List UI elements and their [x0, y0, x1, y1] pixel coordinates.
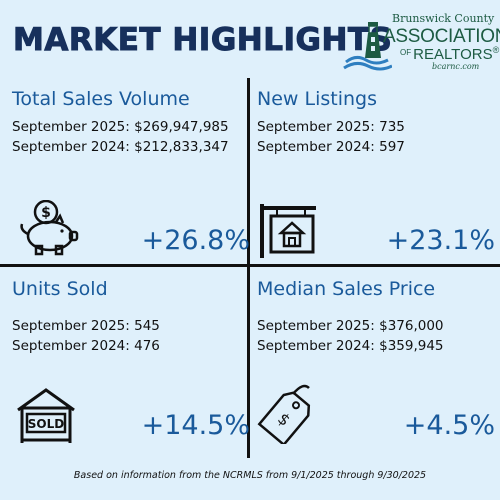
previous-value: September 2024: 597 — [257, 139, 405, 155]
logo-association: ASSOCIATION — [383, 26, 500, 47]
header: MARKET HIGHLIGHTS Brunswick County ASSOC… — [0, 0, 500, 75]
sold-sign-icon: SOLD — [14, 386, 78, 448]
panel-median-sales-price: Median Sales Price September 2025: $376,… — [257, 278, 497, 458]
page-title: MARKET HIGHLIGHTS — [12, 22, 393, 59]
svg-text:SOLD: SOLD — [28, 417, 64, 431]
current-value: September 2025: $376,000 — [257, 318, 444, 334]
current-value: September 2025: 545 — [12, 318, 160, 334]
logo-url: bcarnc.com — [432, 62, 480, 71]
panel-units-sold: Units Sold September 2025: 545 September… — [12, 278, 252, 458]
panel-total-sales-volume: Total Sales Volume September 2025: $269,… — [12, 88, 252, 268]
current-value: September 2025: $269,947,985 — [12, 119, 229, 135]
logo-of: OF — [400, 48, 412, 57]
piggy-bank-icon: $ — [16, 199, 82, 260]
previous-value: September 2024: $212,833,347 — [12, 139, 229, 155]
svg-text:$: $ — [274, 409, 294, 430]
logo-registered: ® — [492, 45, 500, 55]
logo-county: Brunswick County — [392, 12, 495, 25]
logo-realtors: REALTORS — [413, 46, 493, 63]
change-percent: +23.1% — [386, 225, 495, 256]
divider-vertical — [247, 78, 250, 458]
previous-value: September 2024: 476 — [12, 338, 160, 354]
house-sign-icon — [257, 202, 319, 264]
panel-new-listings: New Listings September 2025: 735 Septemb… — [257, 88, 497, 268]
panel-title: Units Sold — [12, 278, 108, 300]
panel-title: Median Sales Price — [257, 278, 436, 300]
footer-note: Based on information from the NCRMLS fro… — [73, 470, 427, 481]
panel-title: Total Sales Volume — [12, 88, 190, 110]
association-logo[interactable]: Brunswick County ASSOCIATION OF REALTORS®… — [342, 10, 500, 72]
change-percent: +26.8% — [141, 225, 250, 256]
price-tag-icon: $ — [257, 380, 315, 448]
svg-text:$: $ — [41, 205, 51, 221]
logo-realtors-line: OF REALTORS® — [400, 45, 499, 63]
change-percent: +14.5% — [141, 410, 250, 441]
divider-horizontal — [0, 264, 500, 267]
current-value: September 2025: 735 — [257, 119, 405, 135]
lighthouse-icon — [343, 22, 392, 71]
panel-title: New Listings — [257, 88, 377, 110]
previous-value: September 2024: $359,945 — [257, 338, 444, 354]
change-percent: +4.5% — [403, 410, 495, 441]
